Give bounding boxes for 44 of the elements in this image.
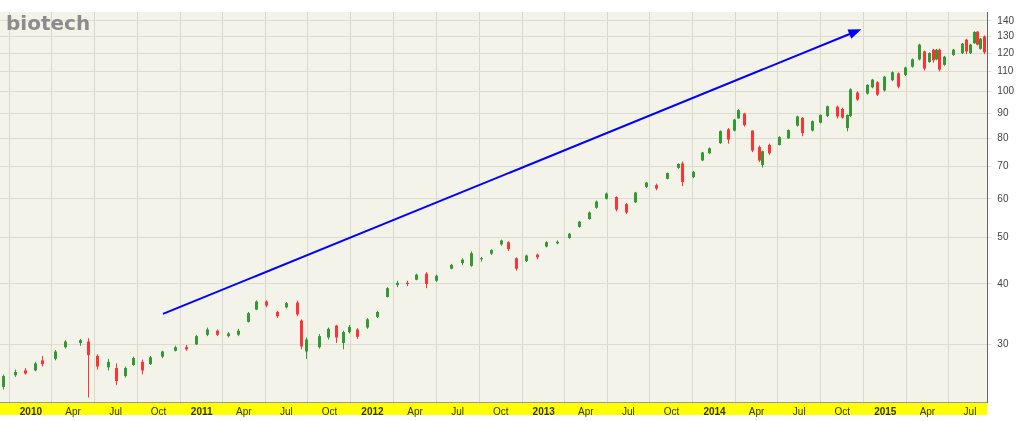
x-tick-label: Jul: [451, 405, 465, 417]
candlestick: [305, 336, 308, 360]
x-tick-label: Jul: [109, 405, 122, 417]
x-tick-label: Oct: [492, 405, 509, 417]
x-tick-label: Jul: [963, 405, 977, 417]
candlestick: [751, 129, 754, 153]
x-tick-label: 2011: [190, 405, 213, 417]
candlestick: [115, 362, 118, 386]
x-tick-label: Apr: [578, 405, 595, 417]
x-tick-label: Oct: [150, 405, 167, 417]
y-tick-label: 130: [997, 30, 1015, 42]
x-tick-label: 2010: [19, 405, 43, 417]
candlestick: [87, 337, 90, 398]
x-tick-label: 2012: [361, 405, 385, 417]
x-tick-label: 2013: [532, 405, 556, 417]
x-tick-label: 2014: [703, 405, 727, 417]
y-tick-label: 30: [997, 338, 1009, 350]
candlestick: [983, 34, 986, 55]
x-tick-label: Apr: [65, 405, 82, 417]
x-tick-label: 2015: [874, 405, 897, 417]
x-tick-label: Oct: [321, 405, 338, 417]
y-tick-label: 90: [997, 107, 1009, 119]
y-tick-label: 140: [997, 14, 1015, 26]
y-tick-label: 80: [997, 132, 1009, 144]
y-tick-label: 50: [997, 230, 1009, 242]
y-tick-label: 40: [997, 277, 1009, 289]
x-tick-label: Apr: [748, 405, 766, 417]
x-tick-label: Apr: [236, 405, 253, 417]
x-tick-label: Apr: [919, 405, 936, 417]
y-tick-label: 100: [997, 85, 1015, 97]
x-tick-label: Jul: [622, 405, 635, 417]
candlestick: [801, 116, 804, 137]
x-tick-label: Apr: [407, 405, 424, 417]
x-tick-label: Jul: [792, 405, 806, 417]
y-tick-label: 60: [997, 192, 1009, 204]
x-tick-label: Jul: [279, 405, 293, 417]
candlestick: [681, 161, 684, 187]
y-tick-label: 110: [997, 65, 1014, 77]
candlestick: [342, 330, 345, 350]
y-tick-label: 70: [997, 160, 1009, 172]
x-tick-label: Oct: [834, 405, 851, 417]
y-tick-label: 120: [997, 46, 1015, 58]
chart-title: biotech: [6, 11, 91, 36]
x-tick-label: Oct: [663, 405, 680, 417]
